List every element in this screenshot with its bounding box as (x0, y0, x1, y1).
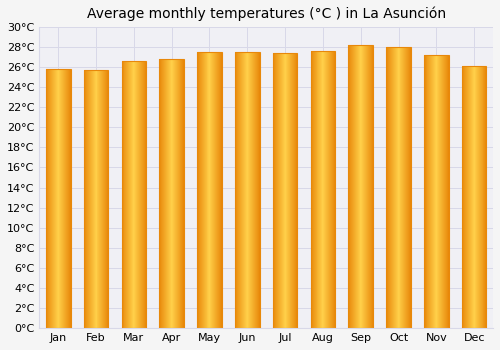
Bar (424, 55, 448, 328)
Bar (160, 59, 184, 328)
Bar (46, 69, 70, 328)
Bar (122, 61, 146, 328)
Title: Average monthly temperatures (°C ) in La Asunción: Average monthly temperatures (°C ) in La… (86, 7, 446, 21)
Bar (310, 51, 335, 328)
Bar (386, 47, 411, 328)
Bar (462, 66, 486, 328)
Bar (84, 70, 108, 328)
Bar (273, 53, 297, 328)
Bar (235, 52, 260, 328)
Bar (348, 45, 373, 328)
Bar (197, 52, 222, 328)
